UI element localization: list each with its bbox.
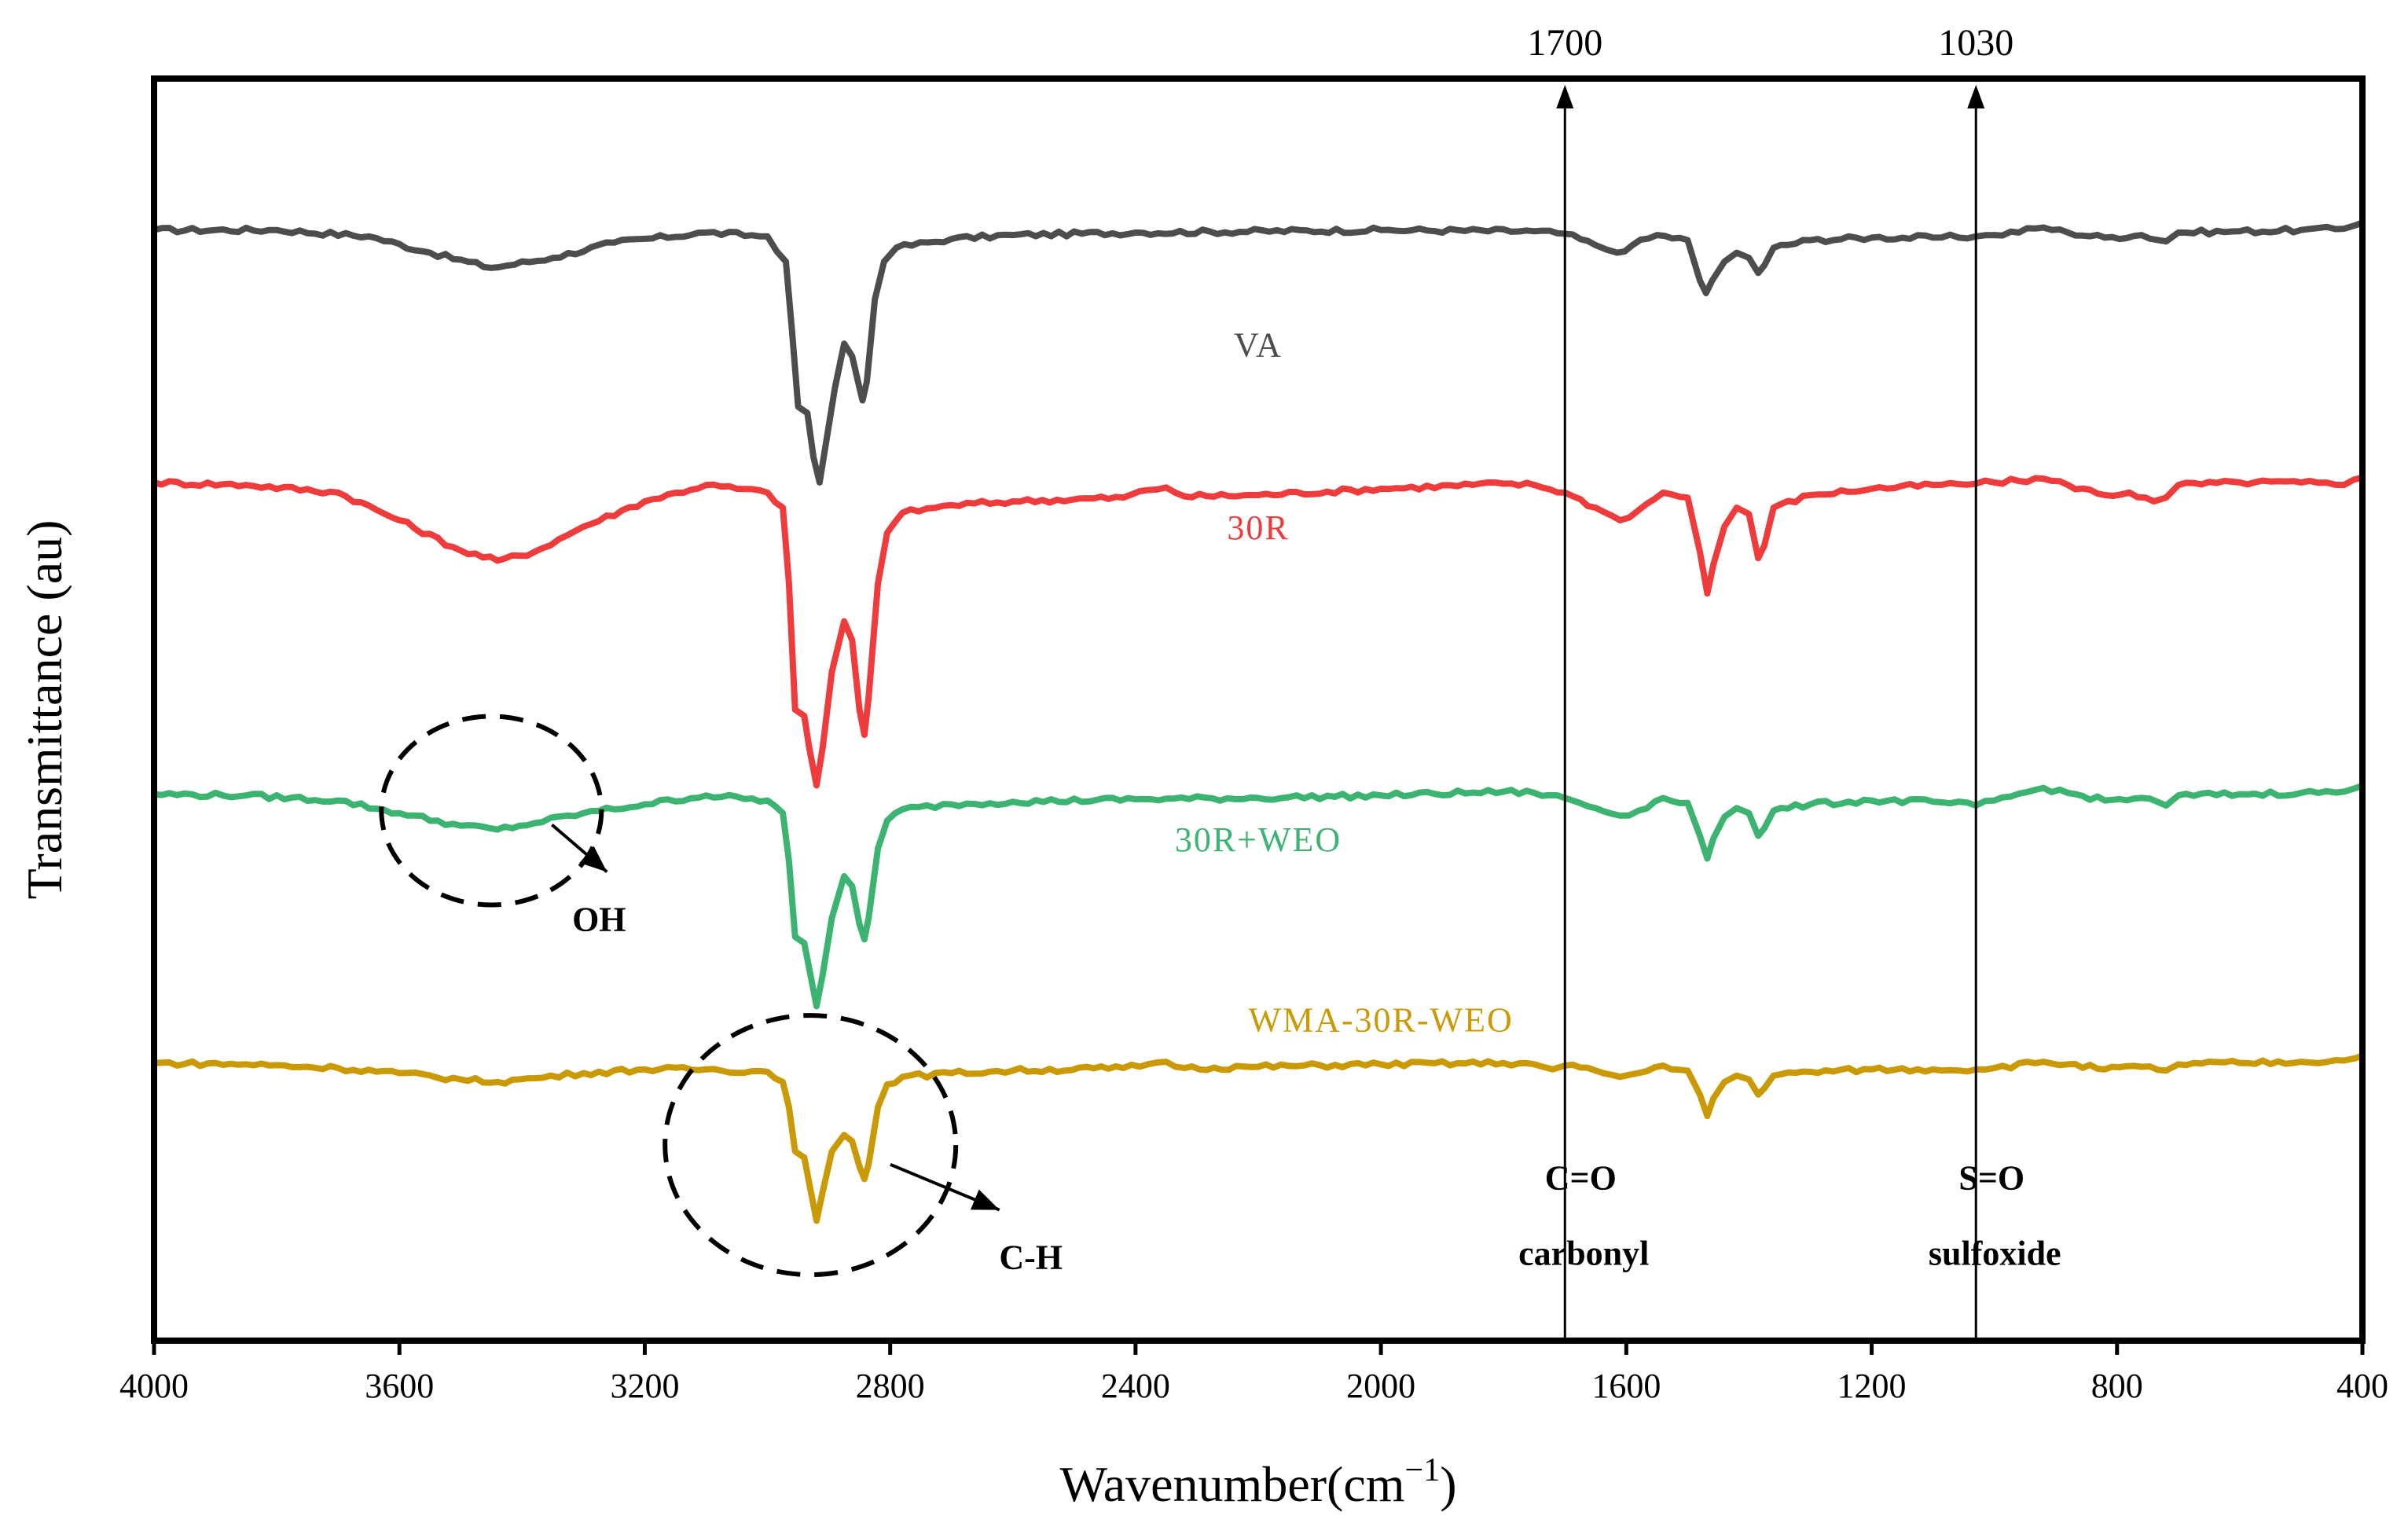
series-line-va: [151, 219, 2366, 486]
series-label-30r: 30R: [1227, 508, 1289, 547]
series-line-30r: [151, 474, 2366, 789]
marker-arrowhead-1700: [1556, 85, 1574, 108]
x-tick-label-4000: 4000: [119, 1367, 189, 1405]
x-tick-label-2400: 2400: [1101, 1367, 1170, 1405]
marker-group-1700: C=O: [1545, 1158, 1617, 1197]
annotation-layer: OH C-H: [379, 714, 1063, 1278]
x-tick-label-800: 800: [2091, 1367, 2143, 1405]
annotation-circle-c-h: [663, 1013, 959, 1278]
annotation-arrowhead-c-h: [970, 1189, 1000, 1210]
series-label-va: VA: [1234, 325, 1283, 364]
y-axis-title: Transmittance (au): [17, 520, 72, 900]
x-tick-label-3200: 3200: [610, 1367, 679, 1405]
annotation-circle-oh: [379, 714, 604, 908]
x-tick-label-2800: 2800: [856, 1367, 925, 1405]
series-label-30r-weo: 30R+WEO: [1175, 820, 1342, 859]
x-tick-label-1200: 1200: [1837, 1367, 1907, 1405]
marker-value-1030: 1030: [1938, 22, 2013, 64]
series-label-wma-30r-weo: WMA-30R-WEO: [1248, 1000, 1513, 1039]
series-layer: VA 30R 30R+WEO WMA-30R-WEO: [151, 219, 2366, 1224]
x-tick-label-1600: 1600: [1591, 1367, 1661, 1405]
x-axis-title-superscript: −1: [1405, 1452, 1441, 1488]
x-tick-label-400: 400: [2336, 1367, 2388, 1405]
x-tick-label-3600: 3600: [365, 1367, 434, 1405]
plot-frame: [151, 75, 2366, 1344]
annotation-arrowhead-oh: [579, 846, 608, 872]
annotation-label-c-h: C-H: [999, 1239, 1063, 1277]
marker-group-1030: S=O: [1958, 1158, 2024, 1197]
x-tick-label-2000: 2000: [1346, 1367, 1415, 1405]
series-line-wma-30r-weo: [151, 1052, 2366, 1224]
x-axis-title-main: Wavenumber(cm: [1059, 1456, 1404, 1512]
x-axis-ticks: 4000 3600 3200 2800 2400 2000 1600 1200 800 400: [119, 1341, 2388, 1405]
marker-layer: 1700 C=O carbonyl 1030 S=O sulfoxide: [1518, 22, 2061, 1341]
marker-arrowhead-1030: [1967, 85, 1985, 108]
x-axis-title-suffix: ): [1440, 1456, 1456, 1512]
x-axis-title: Wavenumber(cm−1): [1059, 1452, 1456, 1512]
marker-value-1700: 1700: [1527, 22, 1602, 64]
marker-name-carbonyl: carbonyl: [1518, 1235, 1649, 1273]
marker-name-sulfoxide: sulfoxide: [1929, 1235, 2061, 1273]
series-line-30r-weo: [151, 782, 2366, 1010]
annotation-label-oh: OH: [572, 900, 626, 938]
